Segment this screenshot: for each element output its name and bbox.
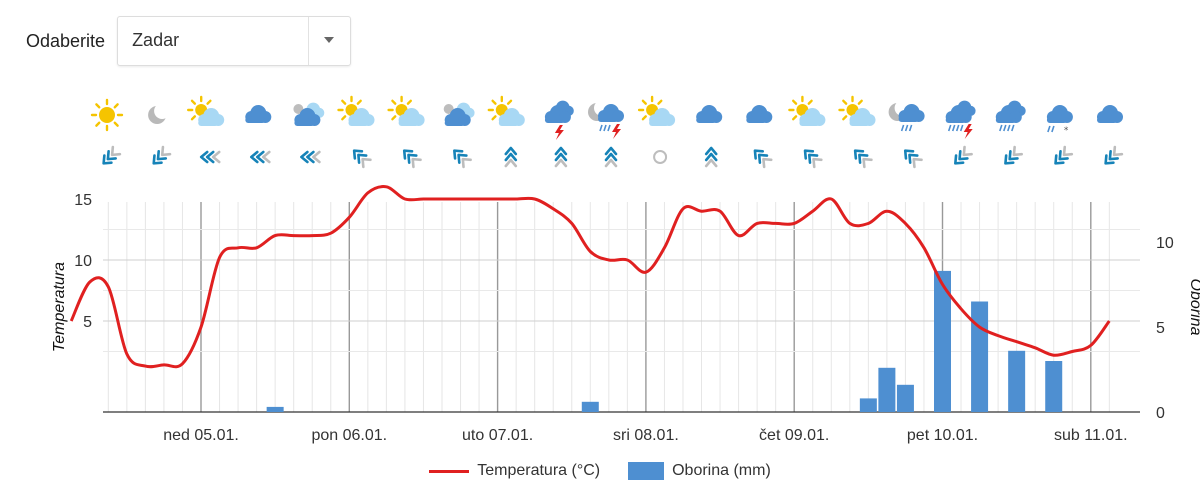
wind-sw-icon: [954, 145, 973, 165]
cloud-icon: [1097, 105, 1123, 123]
y-left-axis-label: Temperatura: [51, 262, 68, 352]
calm-icon: [653, 150, 668, 164]
sun-partly-cloud-icon: [186, 95, 225, 126]
wind-w-icon: [199, 150, 221, 164]
snow-rain-icon: *: [1046, 105, 1073, 136]
wind-sw-icon: [1104, 145, 1124, 165]
chart-grid: [103, 202, 1140, 413]
wind-nw-icon: [352, 149, 372, 169]
city-select[interactable]: Zadar: [117, 16, 352, 66]
wind-icon-row: [102, 145, 1124, 169]
wind-n-icon: [704, 146, 718, 168]
legend-item-precipitation[interactable]: Oborina (mm): [628, 462, 771, 480]
temperature-line[interactable]: [69, 185, 1111, 369]
sun-partly-cloud-icon: [788, 95, 826, 126]
legend-swatch-precipitation: [628, 462, 665, 480]
moon-rain-icon: [888, 100, 925, 132]
precipitation-bar[interactable]: [1008, 350, 1026, 412]
x-tick-label: pet 10.01.: [907, 427, 978, 444]
y-right-tick-label: 0: [1156, 405, 1165, 422]
wind-sw-icon: [152, 145, 172, 165]
x-tick-label: sub 11.01.: [1054, 427, 1128, 444]
y-right-tick-label: 10: [1156, 235, 1174, 252]
weather-icon-row: *: [90, 95, 1123, 140]
storm-heavy-icon: [945, 100, 976, 139]
cloud-icon: [245, 105, 272, 123]
x-tick-label: pon 06.01.: [311, 427, 387, 444]
precipitation-bar[interactable]: [934, 270, 951, 412]
legend-swatch-temperature: [429, 469, 470, 473]
legend-label-precipitation: Oborina (mm): [672, 462, 771, 479]
y-left-tick-label: 10: [74, 253, 92, 270]
sun-partly-cloud-icon: [637, 95, 676, 126]
moon-partly-icon: [148, 103, 171, 124]
precipitation-bar[interactable]: [1045, 361, 1063, 412]
cloud-double-icon: [443, 102, 475, 126]
sun-partly-cloud-icon: [838, 95, 876, 126]
cloud-icon: [696, 105, 723, 123]
wind-w-icon: [249, 150, 271, 164]
city-select-value: Zadar: [132, 30, 180, 50]
precipitation-bar[interactable]: [896, 384, 914, 412]
cloud-icon: [746, 105, 773, 123]
legend-label-temperature: Temperatura (°C): [477, 462, 601, 479]
x-tick-label: ned 05.01.: [163, 427, 239, 444]
wind-n-icon: [554, 146, 568, 168]
wind-nw-icon: [753, 149, 773, 169]
city-selector: Odaberite Zadar: [26, 16, 352, 66]
wind-nw-icon: [402, 149, 422, 169]
wind-nw-icon: [853, 149, 873, 169]
x-tick-label: čet 09.01.: [759, 427, 829, 444]
precipitation-bar[interactable]: [266, 406, 284, 412]
forecast-chart: * 5 10 15 0 5 10 Temperatura Oborina ned 05.01. p…: [51, 95, 1200, 444]
sun-partly-cloud-icon: [487, 95, 525, 126]
sun-partly-cloud-icon: [337, 95, 375, 126]
precipitation-bar[interactable]: [581, 401, 599, 412]
cloud-double-icon: [293, 102, 325, 126]
wind-nw-icon: [903, 149, 923, 169]
selector-label: Odaberite: [26, 30, 106, 51]
sun-icon: [90, 98, 124, 132]
svg-text:*: *: [1064, 126, 1069, 136]
wind-n-icon: [504, 146, 518, 168]
y-right-axis-label: Oborina: [1187, 279, 1200, 336]
y-left-tick-label: 5: [83, 314, 92, 331]
x-tick-label: sri 08.01.: [613, 427, 679, 444]
wind-sw-icon: [1004, 145, 1023, 165]
precipitation-bar[interactable]: [971, 301, 989, 413]
wind-sw-icon: [1054, 145, 1074, 165]
wind-w-icon: [300, 150, 321, 164]
wind-sw-icon: [102, 145, 122, 165]
wind-nw-icon: [803, 149, 823, 169]
legend-item-temperature[interactable]: Temperatura (°C): [429, 462, 600, 480]
precipitation-bar[interactable]: [878, 367, 896, 412]
storm-rain-icon: [588, 100, 624, 139]
wind-nw-icon: [453, 149, 472, 169]
precipitation-bar[interactable]: [859, 398, 877, 412]
select-divider: [308, 17, 310, 65]
storm-icon: [544, 100, 574, 140]
rain-heavy-icon: [995, 100, 1026, 132]
chart-axes: 5 10 15 0 5 10 Temperatura Oborina ned 05.01. pon…: [51, 192, 1200, 444]
y-right-tick-label: 5: [1156, 320, 1165, 337]
chevron-down-icon[interactable]: [324, 37, 335, 43]
x-tick-label: uto 07.01.: [462, 427, 533, 444]
chart-legend: Temperatura (°C) Oborina (mm): [0, 462, 1200, 480]
sun-partly-cloud-icon: [387, 95, 425, 126]
y-left-tick-label: 15: [74, 192, 92, 209]
wind-n-icon: [604, 146, 618, 168]
